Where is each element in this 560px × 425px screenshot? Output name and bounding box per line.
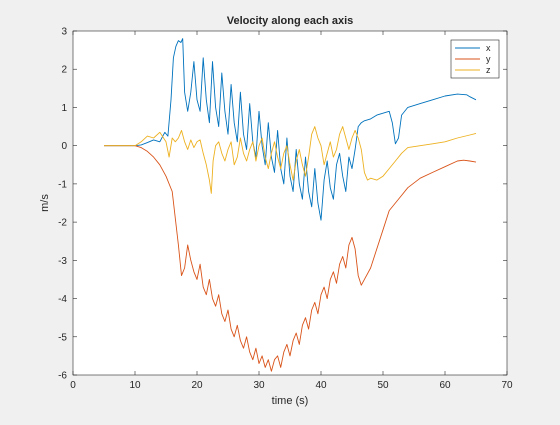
y-tick-label-1: 1: [61, 103, 67, 114]
y-tick-label--2: -2: [58, 218, 67, 229]
y-tick-label-2: 2: [61, 65, 67, 76]
x-tick-label-40: 40: [315, 380, 327, 391]
x-tick-label-10: 10: [129, 380, 141, 391]
y-tick-label-3: 3: [61, 27, 67, 38]
x-tick-label-50: 50: [377, 380, 389, 391]
y-tick-label--5: -5: [58, 332, 67, 343]
legend-label-y: y: [486, 54, 491, 64]
y-tick-label--6: -6: [58, 371, 67, 382]
plot-area: [73, 31, 507, 375]
series-line-x: [104, 38, 477, 221]
x-tick-label-60: 60: [439, 380, 451, 391]
axes-box: [72, 30, 508, 376]
chart-title: Velocity along each axis: [227, 15, 354, 27]
y-axis-label: m/s: [39, 194, 51, 212]
legend: xyz: [450, 39, 500, 79]
y-tick-label--1: -1: [58, 179, 67, 190]
y-tick-label-0: 0: [61, 141, 67, 152]
x-tick-label-20: 20: [191, 380, 203, 391]
legend-label-z: z: [486, 65, 491, 75]
x-tick-label-70: 70: [501, 380, 513, 391]
y-tick-label--4: -4: [58, 294, 67, 305]
legend-label-x: x: [486, 43, 491, 53]
series-line-y: [104, 145, 477, 372]
x-axis-label: time (s): [272, 395, 309, 407]
series-layer: [104, 38, 477, 372]
y-tick-label--3: -3: [58, 256, 67, 267]
x-tick-label-30: 30: [253, 380, 265, 391]
series-line-z: [104, 126, 477, 194]
axes-layer: 0 10 20 30 40 50 60 70 -6 -5 -4 -3 -2 -1 0 1 2 3: [58, 27, 513, 392]
x-tick-label-0: 0: [70, 380, 76, 391]
